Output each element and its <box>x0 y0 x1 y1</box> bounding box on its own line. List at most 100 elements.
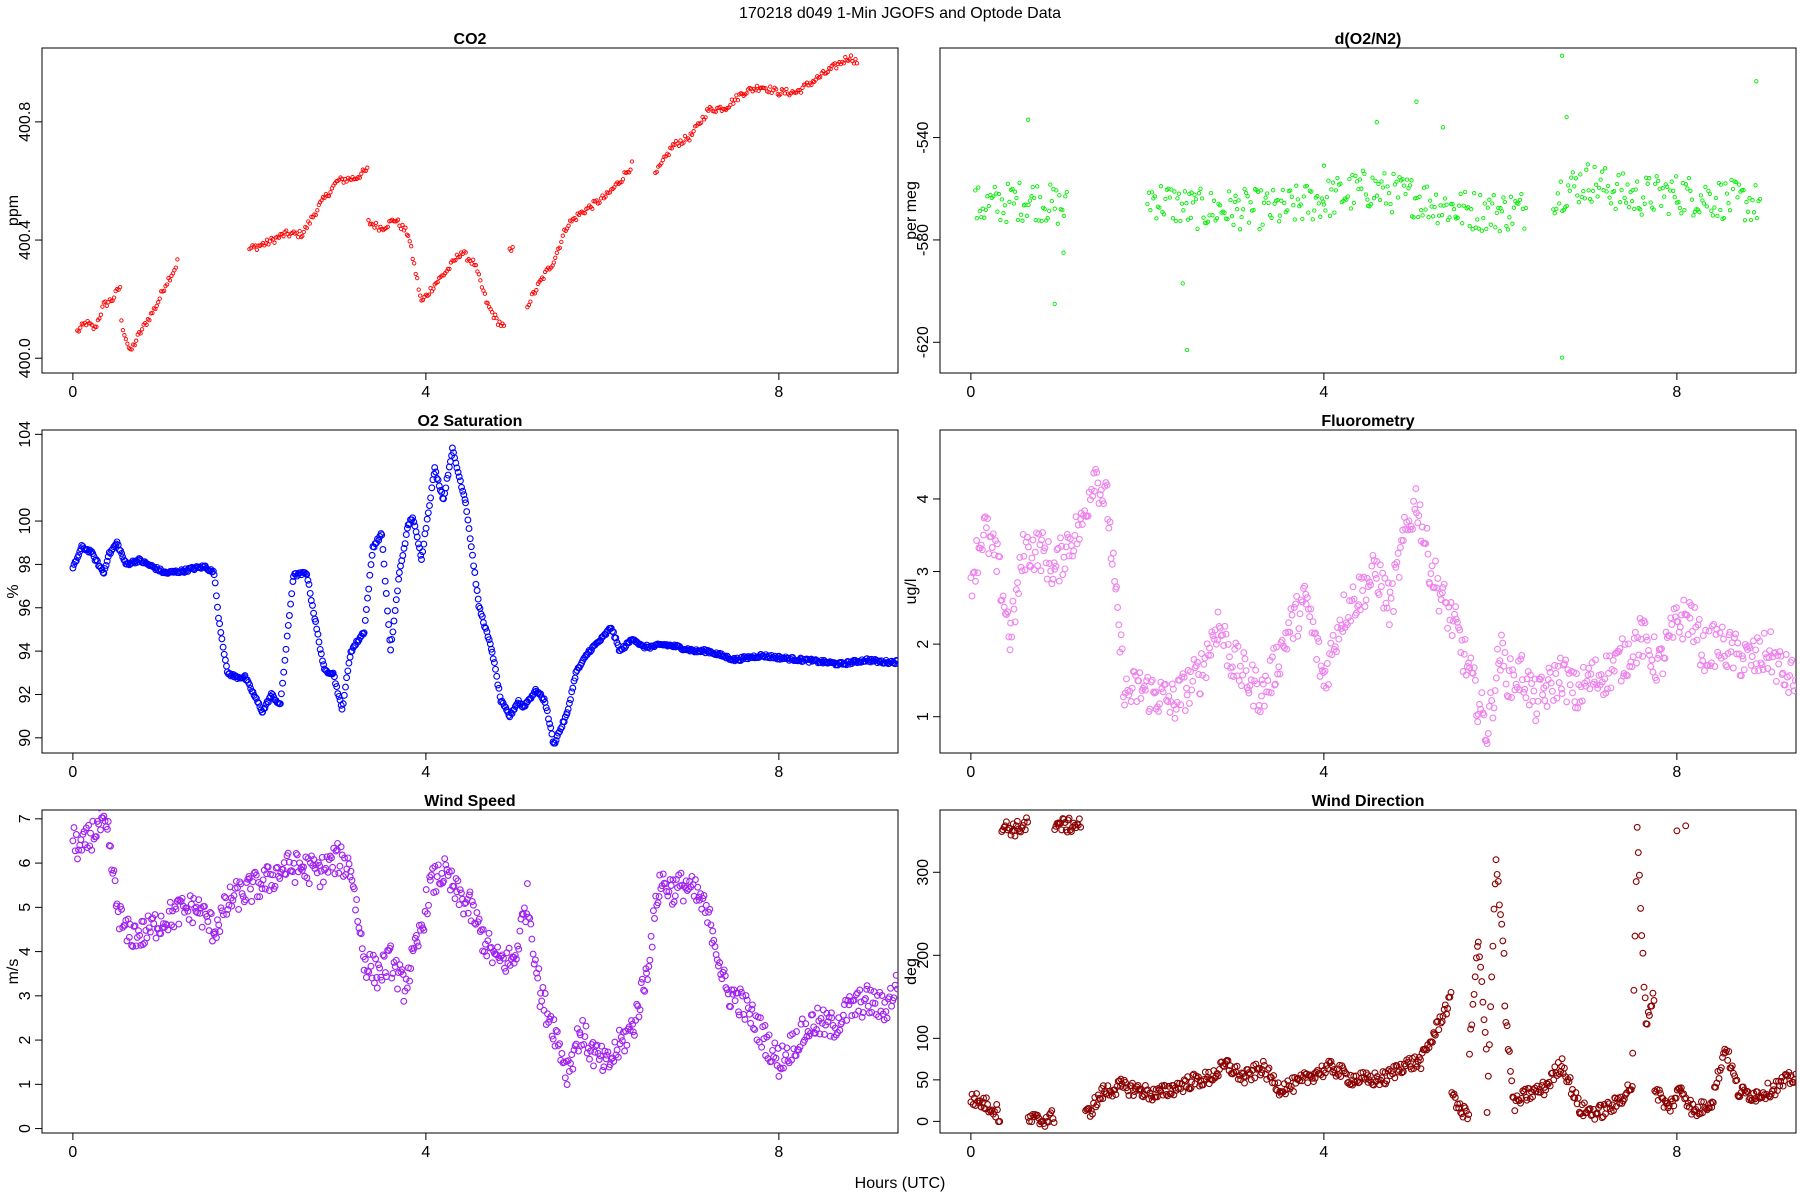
co2-point <box>703 115 708 120</box>
wspd-point <box>554 1041 562 1049</box>
wspd-point <box>612 1051 620 1059</box>
o2n2-point <box>1633 187 1638 192</box>
o2n2-point <box>1570 170 1575 175</box>
fluoro-point <box>1545 664 1553 672</box>
fluoro-point <box>1386 588 1394 596</box>
o2sat-point <box>338 705 346 713</box>
o2n2-point <box>1679 211 1684 216</box>
wdir-point <box>980 1094 987 1102</box>
co2-point <box>100 304 105 309</box>
fluoro-point <box>977 541 985 549</box>
fluoro-point <box>1692 623 1700 631</box>
o2sat-point <box>368 551 376 559</box>
wspd-point <box>558 1050 566 1057</box>
fluoro-point <box>1212 640 1220 648</box>
wspd-point <box>893 985 898 993</box>
o2n2-point <box>1592 164 1597 170</box>
fluoro-point <box>1564 666 1572 674</box>
fluoro-point <box>1643 636 1651 644</box>
o2n2-point <box>1233 193 1238 198</box>
o2n2-point <box>1511 205 1517 210</box>
o2sat-point <box>304 576 312 584</box>
co2-point <box>111 295 117 300</box>
wspd-point <box>582 1022 590 1030</box>
wspd-point <box>453 888 461 896</box>
fluoro-point <box>1550 696 1557 704</box>
o2sat-point <box>722 654 730 662</box>
wdir-point <box>1282 1090 1289 1098</box>
wdir-point <box>1471 973 1479 981</box>
wspd-point <box>375 961 382 969</box>
co2-point <box>150 310 155 316</box>
fluoro-point <box>1234 642 1242 650</box>
wdir-point <box>1417 1065 1425 1073</box>
wdir-point <box>1487 1003 1495 1011</box>
o2sat-point <box>431 464 439 472</box>
fluoro-point <box>1558 690 1566 697</box>
fluoro-point <box>1753 634 1761 642</box>
wspd-point <box>482 940 489 948</box>
o2n2-point <box>1748 217 1754 223</box>
fluoro-point <box>1135 677 1143 685</box>
o2n2-point <box>1585 162 1590 167</box>
fluoro-point <box>1156 700 1164 708</box>
o2sat-point <box>490 659 498 667</box>
co2-point <box>400 222 405 228</box>
fluoro-point <box>1622 671 1630 679</box>
co2-point <box>97 316 102 321</box>
wspd-point <box>291 879 299 886</box>
wspd-point <box>337 843 345 851</box>
co2-point <box>472 262 477 268</box>
co2-point <box>754 83 760 89</box>
o2sat-point <box>565 699 573 707</box>
wspd-ytick-label: 6 <box>17 859 34 868</box>
o2sat-point <box>552 736 560 744</box>
o2n2-point <box>1239 214 1244 220</box>
fluoro-point <box>1245 689 1253 697</box>
wdir-point <box>1507 1067 1514 1075</box>
fluoro-point <box>1786 672 1794 680</box>
fluoro-point <box>1298 598 1306 606</box>
wspd-point <box>413 938 421 946</box>
fluoro-point <box>1456 626 1464 634</box>
fluoro-point <box>1534 697 1542 705</box>
o2sat-point <box>210 571 218 579</box>
fluoro-xtick-label: 4 <box>1319 764 1328 781</box>
co2-point <box>315 208 320 213</box>
wdir-point <box>1089 1110 1096 1118</box>
co2-point <box>813 77 818 82</box>
fluoro-point <box>1292 600 1299 608</box>
co2-point <box>76 329 81 334</box>
wdir-point <box>1712 1083 1720 1091</box>
o2n2-point <box>1035 184 1040 189</box>
fluoro-point <box>1200 660 1208 668</box>
fluoro-point <box>1548 687 1556 695</box>
fluoro-point <box>1322 684 1330 692</box>
o2n2-point <box>1042 206 1047 212</box>
o2n2-point <box>1232 199 1238 205</box>
fluoro-point <box>1111 578 1119 585</box>
wdir-point <box>1104 1082 1112 1090</box>
fluoro-point <box>1307 605 1315 613</box>
wspd-point <box>229 896 237 904</box>
wspd-point <box>361 955 369 963</box>
wspd-ytick-label: 7 <box>17 814 34 823</box>
wspd-point <box>365 968 373 976</box>
wdir-point <box>1574 1094 1582 1102</box>
wdir-point <box>1130 1092 1137 1099</box>
o2n2-point <box>1270 188 1276 193</box>
fluoro-point <box>1571 704 1579 712</box>
o2sat-point <box>612 634 620 642</box>
wspd-point <box>107 842 114 850</box>
fluoro-point <box>1388 580 1396 588</box>
wdir-point <box>1505 1047 1513 1055</box>
wdir-point <box>1021 826 1029 834</box>
fluoro-point <box>1114 604 1122 611</box>
wdir-point <box>1772 1077 1780 1085</box>
wspd-point <box>184 907 192 915</box>
fluoro-point <box>1616 645 1624 653</box>
o2n2-point <box>1508 194 1514 199</box>
o2sat-point <box>384 607 391 615</box>
wspd-point <box>376 964 384 972</box>
wdir-point <box>1413 1063 1421 1071</box>
